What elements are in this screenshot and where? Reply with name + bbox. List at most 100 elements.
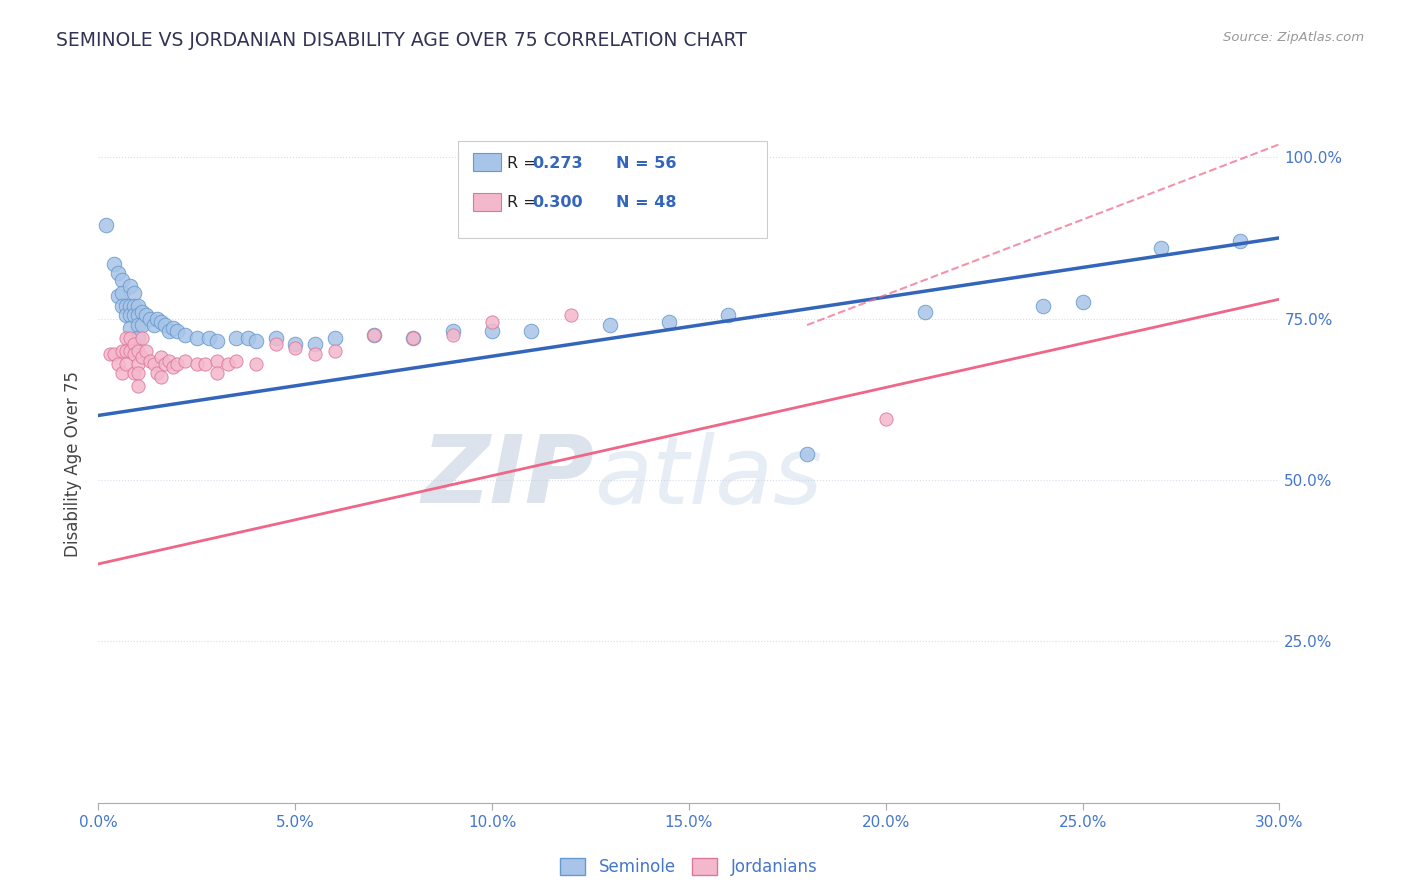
Point — [118, 321, 141, 335]
Point — [131, 318, 153, 332]
Point — [115, 299, 138, 313]
Point — [115, 343, 138, 358]
Point — [111, 273, 134, 287]
Point — [107, 266, 129, 280]
Point — [122, 309, 145, 323]
Point — [304, 347, 326, 361]
Point — [217, 357, 239, 371]
Point — [118, 331, 141, 345]
Point — [441, 325, 464, 339]
Point — [205, 353, 228, 368]
Text: N = 48: N = 48 — [616, 195, 676, 211]
Point — [131, 351, 153, 365]
Point — [138, 353, 160, 368]
Point — [118, 299, 141, 313]
Point — [142, 357, 165, 371]
Point — [323, 343, 346, 358]
Point — [111, 367, 134, 381]
Point — [155, 318, 177, 332]
Point — [796, 447, 818, 461]
Point — [122, 285, 145, 300]
Point — [520, 325, 543, 339]
Point — [914, 305, 936, 319]
Point — [363, 327, 385, 342]
Y-axis label: Disability Age Over 75: Disability Age Over 75 — [65, 371, 83, 557]
Point — [127, 343, 149, 358]
Point — [150, 369, 173, 384]
Point — [127, 299, 149, 313]
Text: Source: ZipAtlas.com: Source: ZipAtlas.com — [1223, 31, 1364, 45]
Point — [197, 331, 219, 345]
Point — [118, 343, 141, 358]
Point — [115, 331, 138, 345]
Point — [122, 367, 145, 381]
Point — [150, 351, 173, 365]
Text: ZIP: ZIP — [422, 432, 595, 524]
Point — [599, 318, 621, 332]
Point — [131, 331, 153, 345]
Point — [225, 353, 247, 368]
Point — [138, 311, 160, 326]
Point — [122, 299, 145, 313]
Point — [284, 341, 307, 355]
Point — [131, 305, 153, 319]
Point — [127, 379, 149, 393]
Point — [205, 334, 228, 348]
Point — [717, 163, 740, 178]
Point — [560, 309, 582, 323]
Point — [264, 331, 287, 345]
Point — [441, 327, 464, 342]
Point — [245, 334, 267, 348]
Point — [127, 357, 149, 371]
Point — [157, 325, 180, 339]
Point — [150, 315, 173, 329]
Point — [115, 309, 138, 323]
Point — [135, 343, 157, 358]
Point — [225, 331, 247, 345]
Point — [111, 343, 134, 358]
Point — [103, 257, 125, 271]
Point — [127, 318, 149, 332]
Point — [142, 318, 165, 332]
Text: R =: R = — [506, 156, 541, 171]
Text: SEMINOLE VS JORDANIAN DISABILITY AGE OVER 75 CORRELATION CHART: SEMINOLE VS JORDANIAN DISABILITY AGE OVE… — [56, 31, 747, 50]
Text: R =: R = — [506, 195, 541, 211]
Point — [717, 309, 740, 323]
Point — [127, 309, 149, 323]
Point — [481, 325, 503, 339]
Point — [284, 337, 307, 351]
Point — [111, 285, 134, 300]
Point — [111, 299, 134, 313]
Point — [658, 315, 681, 329]
Point — [245, 357, 267, 371]
Point — [122, 347, 145, 361]
Point — [1032, 299, 1054, 313]
Point — [157, 353, 180, 368]
Point — [107, 289, 129, 303]
Point — [1150, 241, 1173, 255]
Point — [155, 357, 177, 371]
Point — [127, 367, 149, 381]
Point — [122, 337, 145, 351]
Point — [118, 279, 141, 293]
Point — [146, 311, 169, 326]
Point — [96, 218, 118, 232]
Point — [162, 321, 184, 335]
Point — [98, 347, 121, 361]
Point — [402, 331, 425, 345]
Point — [103, 347, 125, 361]
Point — [174, 353, 197, 368]
Point — [135, 309, 157, 323]
Point — [107, 357, 129, 371]
Point — [146, 367, 169, 381]
Point — [115, 357, 138, 371]
Text: 0.273: 0.273 — [531, 156, 582, 171]
Legend: Seminole, Jordanians: Seminole, Jordanians — [554, 851, 824, 882]
Point — [166, 357, 188, 371]
Point — [363, 327, 385, 342]
Point — [481, 315, 503, 329]
Point — [236, 331, 259, 345]
Point — [1071, 295, 1094, 310]
Point — [166, 325, 188, 339]
Point — [402, 331, 425, 345]
